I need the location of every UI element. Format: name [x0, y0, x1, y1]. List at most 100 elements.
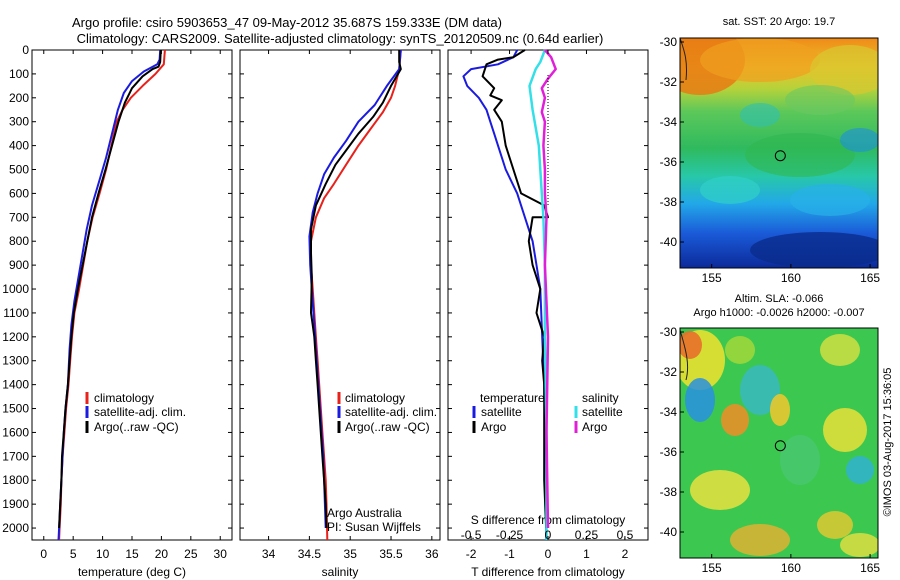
series-argo-raw-qc-: [310, 50, 402, 529]
sst-argo-location-marker: [774, 150, 786, 162]
sst-map-frame: [679, 37, 879, 269]
salinity-x-tick-label: 35: [344, 547, 358, 561]
sst-map-image: [680, 38, 878, 268]
depth-tick-label: 1000: [2, 282, 29, 296]
sla-map-title-line2: Argo h1000: -0.0026 h2000: -0.007: [693, 307, 864, 319]
sla-map-axes: 155 160 165 -30 -32 -34 -36 -38 -40: [660, 325, 881, 575]
sst-map-title: sat. SST: 20 Argo: 19.7: [723, 16, 836, 28]
temperature-x-tick-label: 30: [214, 547, 228, 561]
temperature-x-tick-label: 0: [40, 547, 47, 561]
depth-tick-label: 1100: [3, 306, 29, 320]
legend-label-climatology: climatology: [345, 391, 405, 405]
temperature-series-group: [57, 49, 166, 541]
sla-map-title-line1: Altim. SLA: -0.066: [735, 293, 824, 305]
legend-label-satellite: satellite-adj. clim.: [345, 405, 437, 419]
map-y-tick-label: -36: [660, 445, 678, 459]
map-y-tick-label: -32: [660, 75, 678, 89]
map-y-tick-label: -38: [660, 485, 678, 499]
salinity-x-tick-label: 34: [262, 547, 276, 561]
legend-heading-temperature: temperature: [480, 391, 545, 405]
legend-label-argo: Argo(..raw -QC): [345, 420, 430, 434]
map-y-tick-label: -40: [660, 235, 678, 249]
depth-tick-label: 200: [9, 91, 29, 105]
temperature-legend: climatology satellite-adj. clim. Argo(..…: [85, 391, 186, 434]
series-temperature-argo: [481, 49, 549, 529]
sdiff-x-tick-label: 0.5: [617, 528, 634, 542]
depth-tick-label: 1300: [2, 354, 29, 368]
series-salinity-argo: [540, 49, 557, 529]
salinity-axes: [239, 49, 441, 541]
depth-tick-label: 1500: [2, 402, 29, 416]
depth-tick-label: 1800: [2, 473, 29, 487]
depth-tick-label: 600: [9, 186, 29, 200]
depth-tick-label: 1600: [2, 425, 29, 439]
salinity-xlabel: salinity: [322, 565, 359, 579]
depth-axis: 0 100 200 300 400 500 600 700 800 900 1000 1100 1200…: [2, 43, 648, 535]
salinity-x-tick-label: 36: [425, 547, 439, 561]
tdiff-x-tick-label: 1: [583, 547, 590, 561]
depth-tick-label: 900: [9, 258, 29, 272]
depth-tick-label: 1400: [2, 378, 29, 392]
map-y-tick-label: -30: [660, 35, 678, 49]
map-x-tick-label: 155: [702, 271, 722, 285]
series-argo-raw-qc-: [58, 49, 162, 529]
depth-tick-label: 1900: [2, 497, 29, 511]
legend-label-temp-satellite: satellite: [481, 405, 522, 419]
temperature-x-tick-label: 5: [70, 547, 77, 561]
map-x-tick-label: 160: [781, 561, 801, 575]
map-y-tick-label: -30: [660, 325, 678, 339]
pi-label: PI: Susan Wijffels: [327, 520, 421, 534]
difference-legend: temperature satellite Argo salinity sate…: [472, 391, 623, 434]
argo-australia-label: Argo Australia: [327, 506, 402, 520]
sdiff-x-tick-label: -0.5: [461, 528, 482, 542]
difference-series-group: [462, 49, 557, 540]
temperature-x-tick-label: 25: [184, 547, 198, 561]
tdiff-x-tick-label: -2: [466, 547, 477, 561]
imos-credit: ©IMOS 03-Aug-2017 15:36:05: [882, 368, 894, 517]
temperature-x-tick-label: 20: [155, 547, 169, 561]
map-y-tick-label: -32: [660, 365, 678, 379]
depth-tick-label: 1200: [2, 330, 29, 344]
salinity-x-tick-label: 34.5: [298, 547, 322, 561]
tdiff-x-tick-label: -1: [504, 547, 515, 561]
depth-tick-label: 2000: [2, 521, 29, 535]
temperature-xlabel: temperature (deg C): [78, 565, 186, 579]
legend-label-sal-satellite: satellite: [582, 405, 623, 419]
legend-label-satellite: satellite-adj. clim.: [94, 405, 186, 419]
legend-label-sal-argo: Argo: [582, 420, 608, 434]
depth-tick-label: 500: [9, 163, 29, 177]
depth-tick-label: 300: [9, 115, 29, 129]
difference-xlabel-bottom: T difference from climatology: [471, 565, 625, 579]
map-x-tick-label: 160: [781, 271, 801, 285]
sst-map-axes: 155 160 165 -30 -32 -34 -36 -38 -40: [660, 35, 881, 285]
depth-tick-label: 0: [22, 43, 29, 57]
series-temperature-satellite: [462, 49, 548, 540]
salinity-legend: climatology satellite-adj. clim. Argo(..…: [337, 391, 437, 434]
map-y-tick-label: -36: [660, 155, 678, 169]
tdiff-x-tick-label: 2: [622, 547, 629, 561]
sla-argo-location-marker: [774, 440, 786, 452]
temperature-x-tick-label: 15: [125, 547, 139, 561]
sla-map-frame: [679, 327, 879, 559]
tdiff-x-tick-label: 0: [545, 547, 552, 561]
map-y-tick-label: -34: [660, 115, 678, 129]
legend-label-climatology: climatology: [94, 391, 154, 405]
map-y-tick-label: -40: [660, 525, 678, 539]
sdiff-x-tick-label: -0.25: [496, 528, 524, 542]
sla-map-image: [680, 328, 878, 558]
header-title: Argo profile: csiro 5903653_47 09-May-20…: [72, 15, 502, 30]
depth-tick-label: 400: [9, 139, 29, 153]
depth-tick-label: 100: [9, 67, 29, 81]
legend-label-temp-argo: Argo: [481, 420, 507, 434]
depth-tick-label: 800: [9, 234, 29, 248]
x-tick-group: 0 5 10 15 20 25 30 34 34.5 35 35.5 36 -2 -1 0 1 2 -0.5 -0.…: [40, 50, 634, 561]
temperature-x-tick-label: 10: [96, 547, 110, 561]
depth-tick-label: 700: [9, 210, 29, 224]
series-satellite-adj-clim-: [57, 49, 162, 541]
sdiff-x-tick-label: 0: [545, 528, 552, 542]
salinity-series-group: [308, 49, 402, 541]
map-y-tick-label: -38: [660, 195, 678, 209]
legend-heading-salinity: salinity: [582, 391, 619, 405]
map-x-tick-label: 165: [860, 561, 880, 575]
